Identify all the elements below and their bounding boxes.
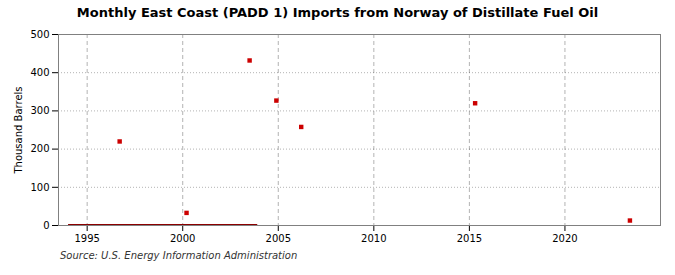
svg-text:2020: 2020 xyxy=(552,233,577,244)
svg-text:500: 500 xyxy=(30,29,49,40)
svg-text:200: 200 xyxy=(30,143,49,154)
svg-text:400: 400 xyxy=(30,67,49,78)
svg-text:2010: 2010 xyxy=(361,233,386,244)
svg-text:0: 0 xyxy=(43,220,49,231)
html-text:Monthly East Coast (PADD 1) Im: Monthly East Coast (PADD 1) Imports from… xyxy=(76,5,599,20)
svg-text:2015: 2015 xyxy=(457,233,482,244)
svg-text:2005: 2005 xyxy=(266,233,291,244)
svg-text:1995: 1995 xyxy=(74,233,99,244)
svg-text:300: 300 xyxy=(30,105,49,116)
svg-text:Thousand Barrels: Thousand Barrels xyxy=(13,86,24,174)
svg-text:100: 100 xyxy=(30,182,49,193)
html-text:Source: U.S. Energy Informatio: Source: U.S. Energy Information Administ… xyxy=(60,250,298,261)
svg-text:2000: 2000 xyxy=(170,233,195,244)
